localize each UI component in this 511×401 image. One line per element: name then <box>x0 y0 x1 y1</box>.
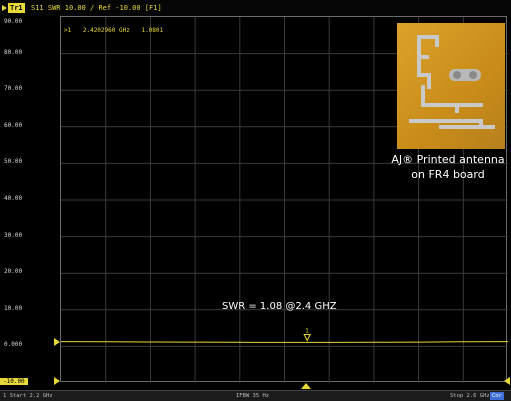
marker-frequency: 2.4202960 GHz <box>82 27 130 34</box>
trace-badge[interactable]: Tr1 <box>8 3 25 13</box>
active-trace-arrow-icon <box>2 5 7 11</box>
y-axis-label: 60.00 <box>4 121 23 129</box>
y-axis-label: 80.00 <box>4 48 23 56</box>
start-frequency-value: Start 2.2 GHz <box>9 393 53 399</box>
marker-value: 1.0801 <box>141 27 164 34</box>
stop-frequency[interactable]: Stop 2.6 GHz <box>450 393 490 399</box>
antenna-photo-drawing <box>409 35 495 129</box>
swr-annotation: SWR = 1.08 @2.4 GHZ <box>222 301 337 312</box>
center-frequency-arrow-icon[interactable] <box>301 383 311 389</box>
y-axis-label: 40.00 <box>4 195 23 202</box>
photo-caption: AJ® Printed antenna on FR4 board <box>385 152 511 182</box>
trace-scale: SWR 10.00 / Ref -10.00 <box>47 4 141 12</box>
y-axis-label: 0.000 <box>4 341 23 349</box>
swr-trace <box>61 341 508 343</box>
trace-info[interactable]: S11 SWR 10.00 / Ref -10.00 [F1] <box>31 0 162 16</box>
marker-id: >1 <box>64 27 72 34</box>
trace-channel: [F1] <box>144 4 162 12</box>
scale-right-arrow-icon <box>504 377 510 385</box>
y-axis-label: 30.00 <box>4 231 23 239</box>
scale-bottom-arrow-icon <box>54 377 60 385</box>
y-axis-label: 20.00 <box>4 268 23 276</box>
y-axis-label: 90.00 <box>4 18 23 25</box>
y-axis-label: -10.00 <box>0 378 28 385</box>
trace-header: Tr1 S11 SWR 10.00 / Ref -10.00 [F1] <box>0 0 511 16</box>
channel-number: 1 <box>3 393 7 399</box>
start-frequency[interactable]: 1 Start 2.2 GHz <box>3 391 53 401</box>
y-axis-label: 10.00 <box>4 304 23 312</box>
y-axis-label: 70.00 <box>4 85 23 93</box>
caption-line-2: on FR4 board <box>411 168 485 181</box>
reference-level-arrow-icon[interactable] <box>54 338 60 346</box>
y-axis-label: 50.00 <box>4 158 23 166</box>
ifbw[interactable]: IFBW 35 Hz <box>236 393 270 399</box>
marker-1-icon[interactable] <box>303 333 311 342</box>
status-bar: 1 Start 2.2 GHz IFBW 35 Hz Stop 2.6 GHz … <box>0 390 511 401</box>
correction-badge[interactable]: Cor <box>490 392 504 400</box>
marker-1-label: 1 <box>305 327 309 334</box>
antenna-photo <box>397 23 505 149</box>
trace-parameter: S11 <box>31 4 44 12</box>
caption-line-1: AJ® Printed antenna <box>391 153 505 166</box>
marker-readout[interactable]: >1 2.4202960 GHz 1.0801 <box>64 27 171 34</box>
